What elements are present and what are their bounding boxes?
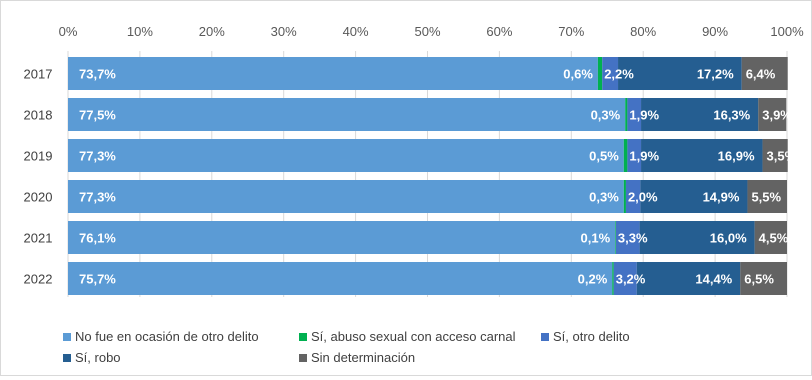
legend-label: Sí, otro delito <box>553 329 630 344</box>
x-tick-label: 70% <box>558 24 584 39</box>
y-tick-label: 2019 <box>24 149 53 164</box>
legend-swatch <box>63 333 71 341</box>
data-label: 16,3% <box>713 108 750 123</box>
bar-segment <box>758 98 787 131</box>
y-tick-label: 2021 <box>24 231 53 246</box>
data-labels: 73,7% 0,6% 2,2% 17,2% 6,4% 77,5% 0,3% 1,9% 16,3%… <box>79 67 797 287</box>
bar-segment <box>641 98 759 131</box>
data-label: 77,3% <box>79 190 116 205</box>
data-label: 3,9% <box>762 108 792 123</box>
bar-segment <box>627 139 642 172</box>
bar-segment <box>625 98 628 131</box>
x-tick-label: 10% <box>127 24 153 39</box>
x-tick-label: 100% <box>770 24 804 39</box>
data-label: 0,1% <box>581 231 611 246</box>
bar-segment <box>68 57 598 90</box>
data-label: 1,9% <box>629 149 659 164</box>
legend-label: No fue en ocasión de otro delito <box>75 329 259 344</box>
data-label: 6,5% <box>744 272 774 287</box>
legend-swatch <box>63 354 71 362</box>
y-tick-label: 2020 <box>24 190 53 205</box>
bar-segment <box>615 221 640 254</box>
data-label: 0,3% <box>589 190 619 205</box>
x-tick-label: 90% <box>702 24 728 39</box>
data-label: 76,1% <box>79 231 116 246</box>
x-tick-label: 50% <box>414 24 440 39</box>
y-tick-label: 2017 <box>24 67 53 82</box>
bar-segment <box>68 221 616 254</box>
data-label: 17,2% <box>697 67 734 82</box>
data-label: 2,2% <box>604 67 634 82</box>
bar-segment <box>747 180 787 213</box>
bar-segment <box>597 57 603 90</box>
data-label: 75,7% <box>79 272 116 287</box>
bar-segment <box>612 262 614 295</box>
bar-segment <box>640 180 748 213</box>
x-axis-ticks: 0% 10% 20% 30% 40% 50% 60% 70% 80% 90% 100% <box>59 24 804 39</box>
data-label: 0,2% <box>578 272 608 287</box>
data-label: 16,9% <box>718 149 755 164</box>
bar-segment <box>623 139 628 172</box>
data-label: 1,9% <box>629 108 659 123</box>
legend-label: Sin determinación <box>311 350 415 365</box>
data-label: 14,9% <box>703 190 740 205</box>
legend-swatch <box>299 333 307 341</box>
bar-segment <box>615 221 616 254</box>
y-tick-label: 2022 <box>24 272 53 287</box>
bar-segment <box>68 98 626 131</box>
bar-segment <box>741 57 788 90</box>
bar-segment <box>740 262 787 295</box>
data-label: 5,5% <box>751 190 781 205</box>
legend-swatch <box>299 354 307 362</box>
bar-segment <box>618 57 742 90</box>
bar-segment <box>639 221 755 254</box>
data-label: 0,6% <box>563 67 593 82</box>
x-tick-label: 0% <box>59 24 78 39</box>
x-tick-label: 40% <box>343 24 369 39</box>
grid <box>67 51 788 297</box>
data-label: 73,7% <box>79 67 116 82</box>
data-label: 2,0% <box>628 190 658 205</box>
bars <box>68 57 788 295</box>
data-label: 3,5% <box>767 149 797 164</box>
legend: No fue en ocasión de otro delito Sí, abus… <box>63 329 630 365</box>
y-tick-label: 2018 <box>24 108 53 123</box>
data-label: 16,0% <box>710 231 747 246</box>
x-tick-label: 30% <box>271 24 297 39</box>
bar-segment <box>613 262 637 295</box>
data-label: 77,5% <box>79 108 116 123</box>
data-label: 14,4% <box>695 272 732 287</box>
x-tick-label: 60% <box>486 24 512 39</box>
data-label: 3,2% <box>616 272 646 287</box>
bar-segment <box>68 139 624 172</box>
bar-segment <box>641 139 763 172</box>
bar-segment <box>636 262 741 295</box>
bar-segment <box>762 139 788 172</box>
bar-segment <box>627 98 642 131</box>
bar-segment <box>625 180 641 213</box>
legend-label: Sí, robo <box>75 350 121 365</box>
data-label: 3,3% <box>618 231 648 246</box>
x-tick-label: 20% <box>199 24 225 39</box>
data-label: 4,5% <box>759 231 789 246</box>
data-label: 0,3% <box>591 108 621 123</box>
y-axis-labels: 2017 2018 2019 2020 2021 2022 <box>24 67 53 287</box>
bar-segment <box>623 180 626 213</box>
bar-segment <box>754 221 787 254</box>
data-label: 0,5% <box>589 149 619 164</box>
data-label: 6,4% <box>746 67 776 82</box>
x-tick-label: 80% <box>630 24 656 39</box>
data-label: 77,3% <box>79 149 116 164</box>
legend-label: Sí, abuso sexual con acceso carnal <box>311 329 516 344</box>
bar-segment <box>602 57 619 90</box>
bar-segment <box>68 262 613 295</box>
bar-segment <box>68 180 624 213</box>
legend-swatch <box>541 333 549 341</box>
